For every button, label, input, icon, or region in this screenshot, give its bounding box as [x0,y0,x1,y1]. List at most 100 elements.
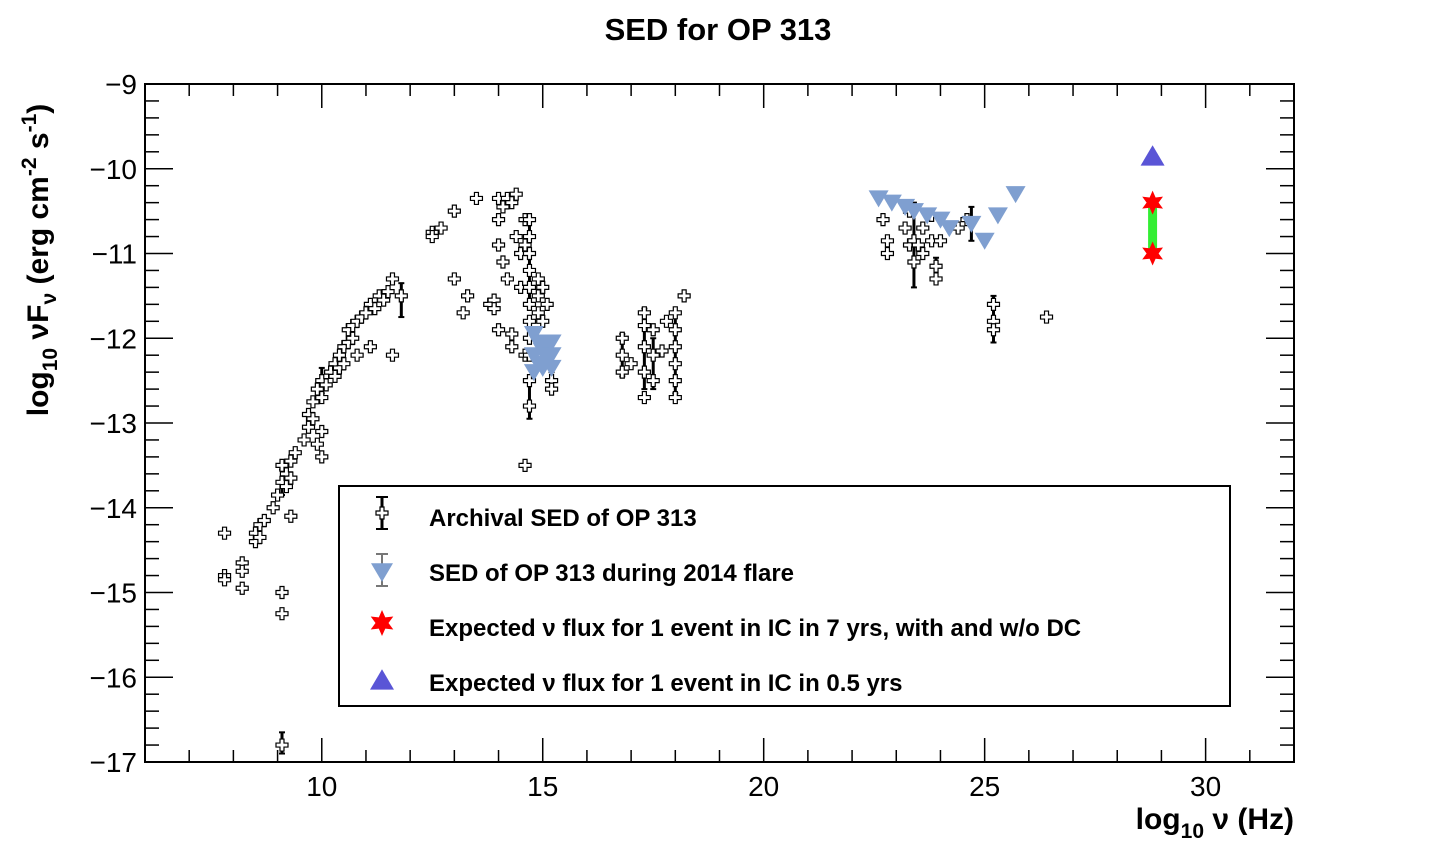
archival-point [217,573,232,587]
archival-point [514,280,528,294]
archival-point [1039,310,1054,324]
archival-point [253,530,267,545]
y-tick-label: −10 [90,154,138,185]
svg-text:log10 νFν (erg cm-2 s-1): log10 νFν (erg cm-2 s-1) [18,104,62,417]
archival-point [522,374,537,388]
archival-point [315,390,329,405]
archival-point [986,323,1001,337]
archival-point [500,272,514,286]
x-tick-label: 20 [748,771,779,802]
x-tick-label: 30 [1190,771,1221,802]
archival-point [925,234,939,248]
archival-point [491,238,506,252]
archival-point [668,340,682,354]
archival-point [907,255,921,269]
archival-point [544,382,559,396]
archival-point [505,327,519,341]
y-tick-label: −12 [90,323,138,354]
y-tick-label: −13 [90,408,138,439]
archival-point [677,289,691,303]
legend-label: Expected ν flux for 1 event in IC in 7 y… [429,615,1081,642]
archival-point [668,306,682,320]
y-axis-label: log10 νFν (erg cm-2 s-1) [18,104,62,417]
x-tick-label: 10 [306,771,337,802]
archival-point [487,301,501,316]
archival-point [522,213,537,227]
flare-point [939,220,960,238]
archival-point [306,412,320,426]
archival-point [385,272,400,286]
archival-point [536,280,550,294]
archival-point [615,348,629,362]
flare-point [541,347,562,365]
archival-point [275,607,289,621]
archival-point [668,390,682,405]
archival-point [284,509,298,523]
archival-point [986,297,1001,311]
archival-point [646,323,660,337]
archival-point [284,471,298,485]
archival-point [898,221,912,235]
archival-point [880,234,895,248]
archival-point [509,229,523,244]
x-tick-label: 15 [527,771,558,802]
archival-point [876,213,890,227]
flare-point [1005,186,1026,204]
archival-point [522,399,537,413]
legend-label: Expected ν flux for 1 event in IC in 0.5… [429,670,903,697]
archival-point [306,395,320,409]
y-tick-label: −9 [105,69,137,100]
archival-point [394,289,408,303]
archival-point [518,458,532,472]
archival-point [880,246,895,261]
expected-7yr-point [1142,190,1163,215]
archival-point [385,348,400,362]
flare-point [541,334,562,352]
archival-point [668,323,682,337]
archival-point [346,331,360,345]
archival-point [469,191,484,206]
legend-marker-star [370,610,394,636]
archival-point [540,297,554,311]
archival-point [275,585,289,600]
archival-point [505,340,519,354]
archival-point [522,297,537,311]
archival-point [659,314,674,328]
archival-point [522,229,537,244]
archival-point [916,221,930,235]
expected-7yr-point [1142,241,1163,266]
archival-point [310,437,324,451]
y-tick-label: −14 [90,493,138,524]
expected-half-yr-point [1140,145,1165,166]
archival-point [447,272,461,286]
archival-point [266,501,280,515]
archival-point [491,323,506,337]
y-tick-label: −17 [90,747,138,778]
archival-point [257,513,271,528]
archival-point [615,331,629,345]
archival-point [536,314,550,328]
legend-label: Archival SED of OP 313 [429,505,697,532]
archival-point [270,488,285,502]
archival-point [363,340,377,354]
archival-point [491,213,506,227]
archival-point [350,348,364,362]
archival-point [624,357,638,371]
archival-point [297,433,311,447]
archival-point [337,357,351,371]
y-tick-label: −16 [90,662,138,693]
archival-point [637,365,651,379]
archival-point [425,229,439,244]
archival-point [522,263,537,278]
archival-point [288,446,302,460]
archival-point [916,246,930,261]
archival-point [434,221,448,235]
archival-point [319,378,333,392]
archival-point [655,344,669,358]
archival-point [646,348,660,362]
archival-point [456,306,470,320]
archival-point [933,234,948,248]
archival-point [637,318,651,333]
archival-point [315,424,329,439]
